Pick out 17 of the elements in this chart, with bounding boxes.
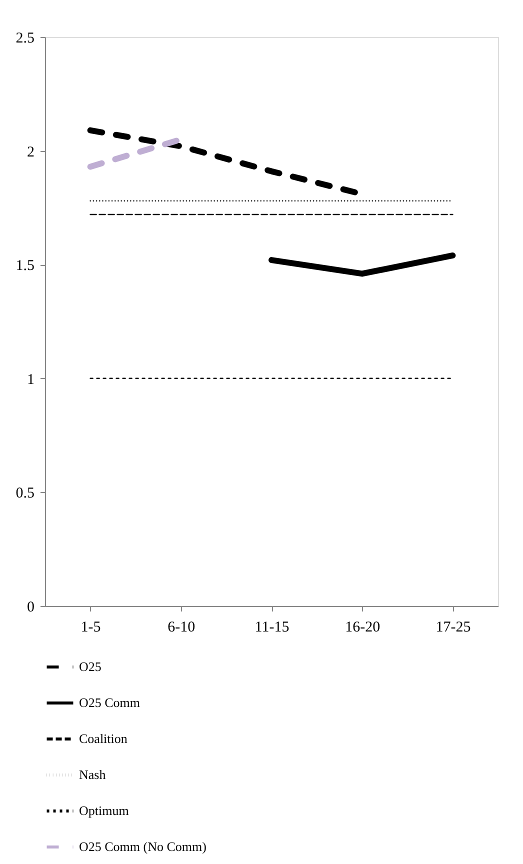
x-tick-label: 16-20 <box>345 620 380 636</box>
y-tick-label: 1 <box>27 372 34 388</box>
legend-label: Nash <box>79 767 106 782</box>
legend-label: O25 <box>79 659 102 674</box>
legend-label: O25 Comm <box>79 695 140 710</box>
y-tick-label: 2 <box>27 144 34 160</box>
legend-label: Optimum <box>79 803 129 818</box>
y-tick-label: 0 <box>27 600 34 616</box>
y-tick-label: 2.5 <box>16 30 34 46</box>
x-tick-label: 11-15 <box>254 620 290 636</box>
legend-label: O25 Comm (No Comm) <box>79 839 206 854</box>
y-tick-label: 1.5 <box>16 258 34 274</box>
x-tick-label: 17-25 <box>436 620 471 636</box>
x-tick-label: 6-10 <box>168 620 196 636</box>
legend-label: Coalition <box>79 731 128 746</box>
y-tick-label: 0.5 <box>16 486 34 502</box>
x-tick-label: 1-5 <box>80 620 101 636</box>
